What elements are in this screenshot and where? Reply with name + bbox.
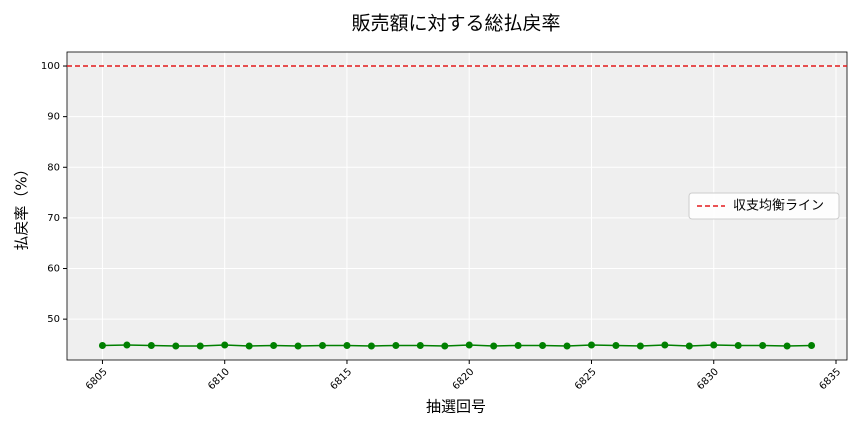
data-point [343, 341, 351, 349]
data-point [808, 341, 816, 349]
x-tick-label: 6830 [695, 366, 721, 392]
x-axis-label: 抽選回号 [426, 398, 486, 416]
data-point [270, 341, 278, 349]
data-point [685, 342, 693, 350]
data-point [734, 341, 742, 349]
data-point [319, 341, 327, 349]
x-tick-label: 6805 [84, 366, 110, 392]
y-axis-label: 払戻率（%） [13, 161, 31, 250]
y-tick-label: 70 [47, 213, 60, 224]
data-point [465, 341, 473, 349]
data-point [416, 341, 424, 349]
y-tick-label: 60 [47, 264, 60, 275]
data-line [102, 344, 812, 347]
legend: 収支均衡ライン [688, 192, 840, 220]
y-tick-label: 80 [47, 162, 60, 173]
chart-title: 販売額に対する総払戻率 [351, 13, 560, 35]
data-point [221, 341, 229, 349]
y-tick-label: 50 [47, 314, 60, 325]
data-point [514, 341, 522, 349]
data-point [661, 341, 669, 349]
data-point [563, 342, 571, 350]
data-point [172, 342, 180, 350]
data-point [147, 341, 155, 349]
x-tick-label: 6825 [573, 366, 599, 392]
legend-label: 収支均衡ライン [733, 199, 824, 214]
data-point [367, 342, 375, 350]
y-tick-label: 90 [47, 112, 60, 123]
x-tick-label: 6810 [206, 366, 232, 392]
y-tick-label: 100 [41, 61, 60, 72]
x-tick-label: 6835 [817, 366, 843, 392]
data-point [196, 342, 204, 350]
data-point [539, 341, 547, 349]
data-point [441, 342, 449, 350]
data-point [245, 342, 253, 350]
data-point [490, 342, 498, 350]
x-tick-label: 6820 [451, 366, 477, 392]
x-tick-label: 6815 [328, 366, 354, 392]
data-point [294, 342, 302, 350]
data-point [636, 342, 644, 350]
data-point [98, 341, 106, 349]
data-point [392, 341, 400, 349]
legend-box [688, 192, 840, 220]
data-point [587, 341, 595, 349]
data-point [759, 341, 767, 349]
plot-frame [66, 51, 848, 361]
data-point [612, 341, 620, 349]
data-point [710, 341, 718, 349]
data-point [123, 341, 131, 349]
data-point [783, 342, 791, 350]
